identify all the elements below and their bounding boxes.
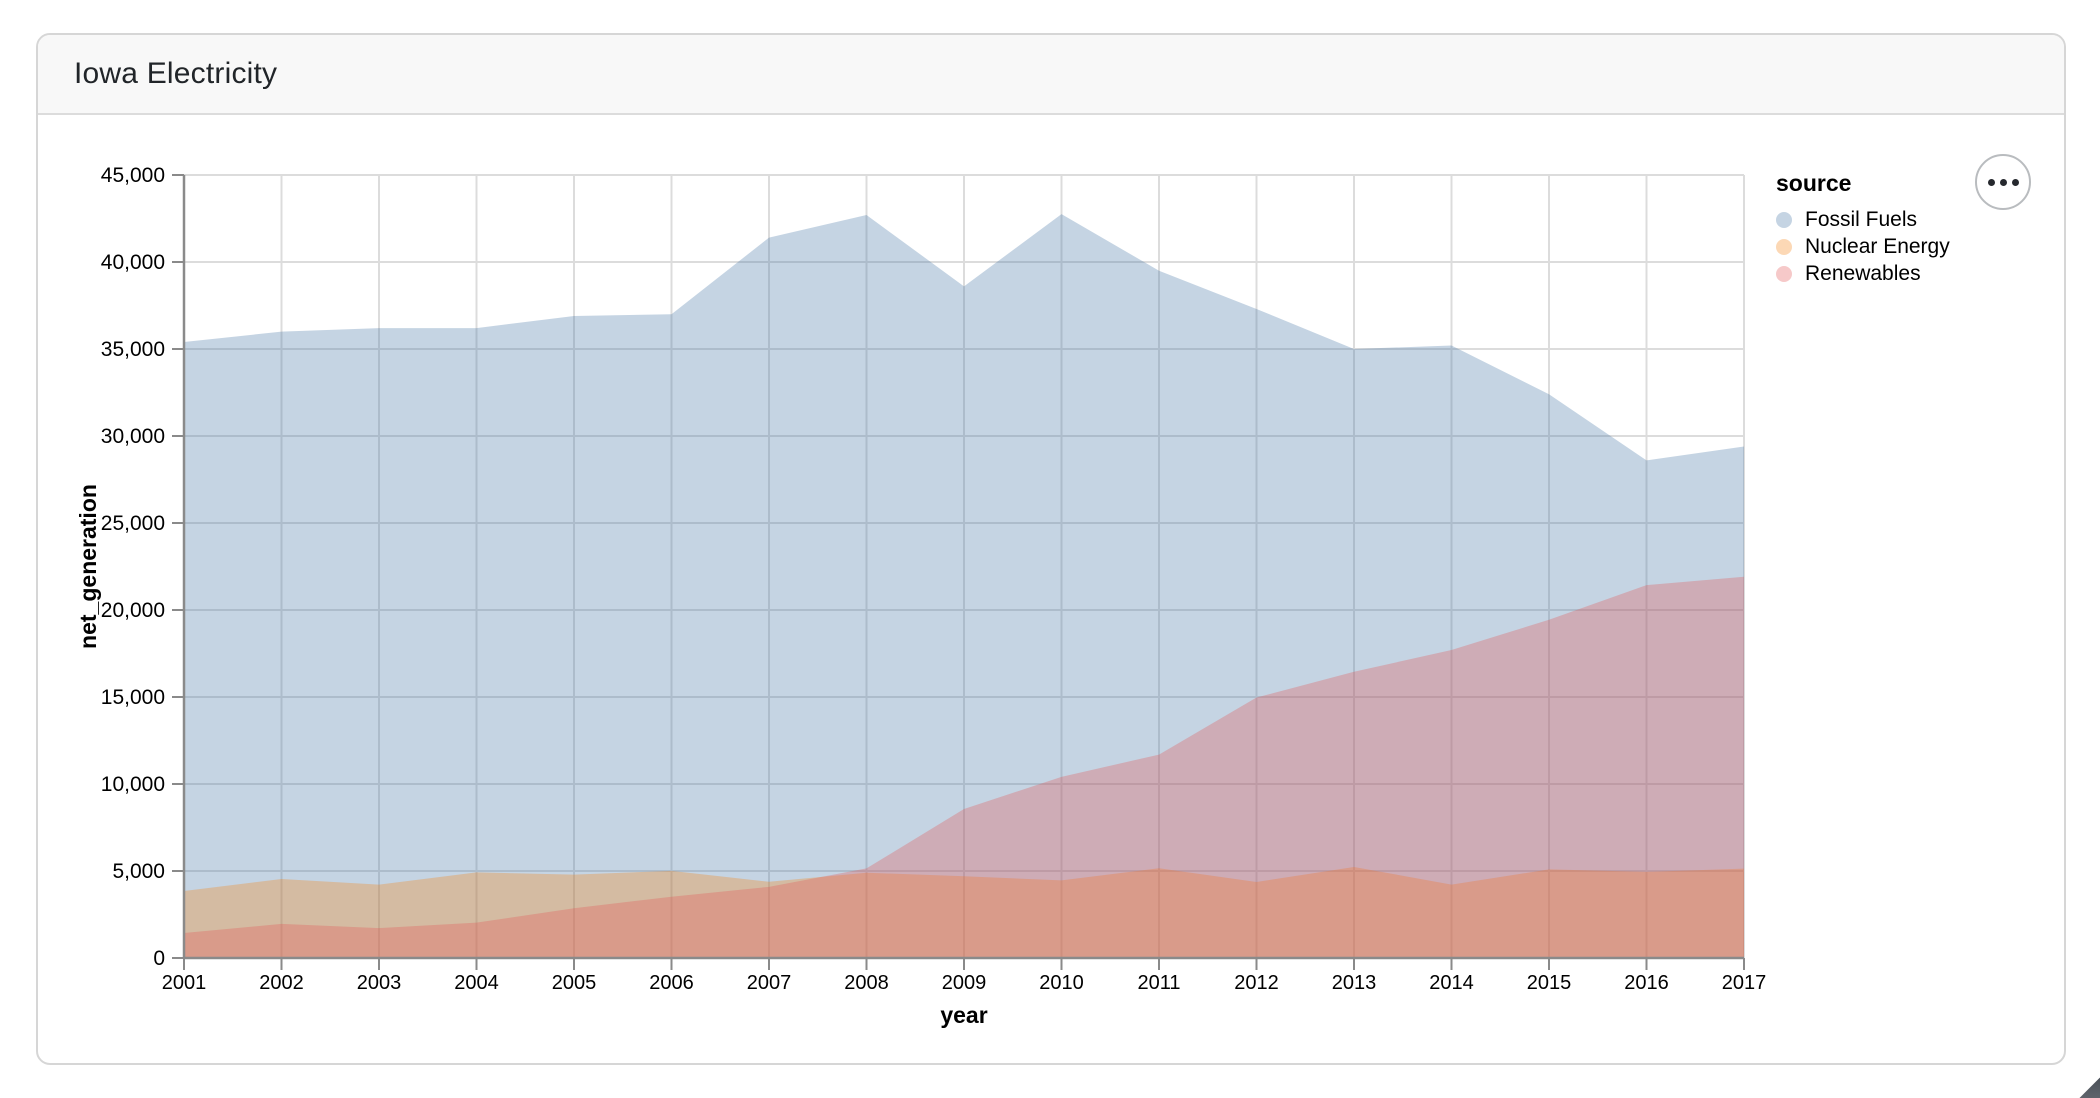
chart-card: Iowa Electricity [36,33,2066,1065]
legend-swatch-nuclear-energy [1776,238,1792,255]
legend-items: Fossil Fuels Nuclear Energy Renewables [1776,206,2016,287]
ellipsis-icon [1999,178,2007,186]
legend-swatch-renewables [1776,265,1792,282]
card-header: Iowa Electricity [38,35,2064,115]
legend-label: Fossil Fuels [1805,207,1918,231]
legend-title: source [1776,170,1852,196]
ellipsis-icon [2011,178,2019,186]
page-title: Iowa Electricity [74,57,278,90]
legend-label: Nuclear Energy [1805,234,1950,258]
legend-swatch-fossil-fuels [1776,211,1792,228]
chart-actions-button[interactable] [1975,154,2031,210]
legend-item-nuclear-energy[interactable]: Nuclear Energy [1776,233,2016,260]
legend-label: Renewables [1805,261,1921,285]
corner-widget [2072,1072,2100,1098]
ellipsis-icon [1987,178,1995,186]
legend: source Fossil Fuels Nuclear Energy Renewab… [1776,170,2016,287]
legend-item-renewables[interactable]: Renewables [1776,260,2016,287]
legend-item-fossil-fuels[interactable]: Fossil Fuels [1776,206,2016,233]
